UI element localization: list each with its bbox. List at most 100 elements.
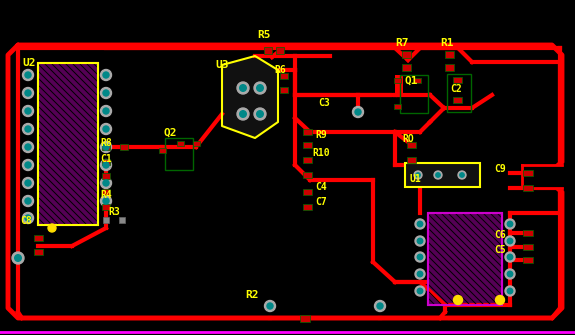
Bar [395, 75, 403, 95]
Circle shape [460, 173, 464, 177]
Bar [523, 185, 533, 191]
Circle shape [25, 162, 31, 168]
Circle shape [267, 303, 273, 309]
Bar [102, 173, 110, 179]
Text: C8: C8 [20, 216, 32, 226]
Text: U2: U2 [22, 58, 36, 68]
Circle shape [103, 90, 109, 96]
Bar [394, 104, 401, 109]
Circle shape [101, 178, 112, 189]
Text: C5: C5 [494, 245, 506, 255]
Bar [33, 249, 43, 255]
Circle shape [254, 82, 266, 94]
Bar [523, 230, 533, 236]
Text: Q1: Q1 [405, 76, 419, 86]
Circle shape [25, 180, 31, 186]
Circle shape [48, 224, 56, 232]
Circle shape [101, 196, 112, 206]
Circle shape [374, 300, 385, 312]
Circle shape [101, 87, 112, 98]
Circle shape [240, 111, 246, 117]
Circle shape [103, 180, 109, 186]
Circle shape [415, 286, 425, 296]
Circle shape [254, 108, 266, 120]
Bar [447, 74, 471, 112]
Circle shape [101, 159, 112, 171]
Bar [405, 163, 480, 187]
Bar [446, 64, 454, 70]
Circle shape [496, 295, 504, 305]
Text: U1: U1 [410, 174, 421, 184]
Polygon shape [522, 165, 562, 188]
Text: C1: C1 [100, 154, 112, 164]
Circle shape [416, 173, 420, 177]
Circle shape [507, 288, 513, 294]
Circle shape [415, 269, 425, 279]
Circle shape [22, 106, 33, 117]
Circle shape [25, 126, 31, 132]
Circle shape [22, 69, 33, 80]
Circle shape [264, 300, 275, 312]
Circle shape [101, 124, 112, 134]
Circle shape [355, 109, 361, 115]
Bar [102, 159, 110, 165]
Circle shape [415, 252, 425, 262]
Circle shape [22, 212, 33, 223]
Text: R1: R1 [440, 38, 454, 48]
Bar [38, 63, 98, 225]
Circle shape [22, 124, 33, 134]
Bar [523, 257, 533, 263]
Circle shape [505, 286, 515, 296]
Text: C4: C4 [315, 182, 327, 192]
Text: U3: U3 [215, 60, 228, 70]
Bar [102, 189, 110, 195]
Circle shape [22, 159, 33, 171]
Bar [523, 170, 533, 176]
Text: R8: R8 [100, 138, 112, 148]
Circle shape [103, 162, 109, 168]
Text: C6: C6 [494, 230, 506, 240]
Circle shape [237, 82, 249, 94]
Circle shape [12, 252, 24, 264]
Bar [523, 244, 533, 250]
Text: Q2: Q2 [163, 128, 177, 138]
Circle shape [101, 106, 112, 117]
Circle shape [22, 178, 33, 189]
Bar [276, 47, 284, 54]
Bar [102, 144, 110, 150]
Circle shape [25, 72, 31, 78]
Text: C9: C9 [494, 164, 506, 174]
Circle shape [415, 236, 425, 246]
Bar [304, 142, 312, 148]
Circle shape [22, 87, 33, 98]
Bar [402, 64, 412, 70]
Text: R7: R7 [395, 38, 408, 48]
Text: R6: R6 [274, 65, 286, 75]
Bar [119, 217, 125, 223]
Bar [428, 213, 502, 305]
Text: R5: R5 [257, 30, 270, 40]
Bar [304, 172, 312, 178]
Bar [165, 138, 193, 170]
Bar [177, 140, 183, 145]
Circle shape [22, 141, 33, 152]
Bar [408, 157, 416, 163]
Circle shape [436, 173, 440, 177]
Text: R3: R3 [108, 207, 120, 217]
Circle shape [417, 254, 423, 260]
Circle shape [505, 269, 515, 279]
Circle shape [454, 295, 462, 305]
Circle shape [505, 219, 515, 229]
Bar [103, 217, 109, 223]
Text: C2: C2 [450, 84, 462, 94]
Bar [280, 73, 288, 79]
Bar [454, 97, 462, 103]
Bar [38, 63, 98, 225]
Bar [454, 77, 462, 83]
Circle shape [103, 126, 109, 132]
Circle shape [25, 215, 31, 221]
Circle shape [103, 144, 109, 150]
Bar [428, 213, 502, 305]
Bar [304, 204, 312, 210]
Circle shape [505, 236, 515, 246]
